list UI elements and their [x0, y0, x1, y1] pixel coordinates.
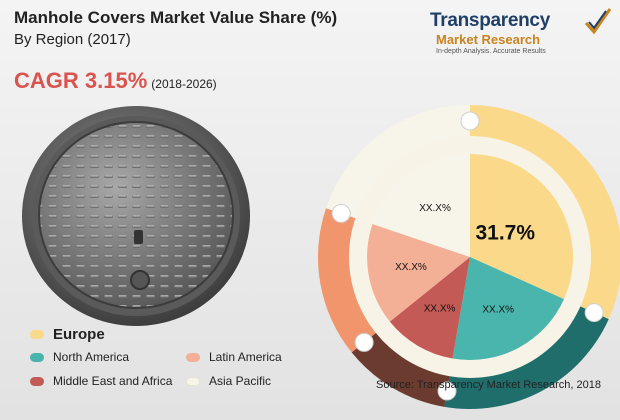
cagr-value: CAGR 3.15%: [14, 68, 148, 93]
ring-knob: [460, 111, 480, 131]
legend-label: Middle East and Africa: [53, 374, 173, 388]
cagr-period: (2018-2026): [151, 77, 217, 91]
data-label-middle-east-and-africa: XX.X%: [424, 303, 456, 314]
data-label-north-america: XX.X%: [482, 305, 514, 316]
legend-item-middle-east-africa: Middle East and Africa: [30, 374, 172, 388]
legend-item-europe: Europe: [30, 326, 105, 343]
legend-swatch: [30, 330, 44, 339]
legend-label: Asia Pacific: [209, 374, 272, 388]
brand-logo: Transparency Market Research In-depth An…: [430, 8, 612, 60]
ring-knob: [584, 303, 604, 323]
legend-item-north-america: North America: [30, 350, 129, 364]
legend-label: Latin America: [209, 350, 282, 364]
legend-label: Europe: [53, 326, 105, 343]
pie-chart: 31.7% XX.X% XX.X% XX.X% XX.X%: [318, 105, 620, 409]
chart-title: Manhole Covers Market Value Share (%): [14, 8, 338, 27]
ring-knob: [331, 203, 351, 223]
ring-knob: [354, 332, 374, 352]
brand-name-line1: Transparency: [430, 10, 550, 31]
chart-subtitle: By Region (2017): [14, 31, 131, 48]
source-note: Source: Transparency Market Research, 20…: [376, 379, 602, 391]
legend-label: North America: [53, 350, 130, 364]
legend: Europe North America Latin America Middl…: [30, 326, 330, 396]
data-label-asia-pacific: XX.X%: [419, 203, 451, 214]
pie-slice-latin-america: [367, 223, 470, 322]
legend-swatch: [186, 376, 200, 386]
data-label-latin-america: XX.X%: [395, 262, 427, 273]
data-label-europe: 31.7%: [475, 222, 535, 245]
legend-item-latin-america: Latin America: [186, 350, 282, 364]
manhole-cover-image: [22, 106, 250, 326]
pie-slice-middle-east-and-africa: [389, 257, 470, 359]
legend-item-asia-pacific: Asia Pacific: [186, 374, 271, 388]
pie-slice-north-america: [452, 257, 565, 360]
brand-tagline: In-depth Analysis. Accurate Results: [436, 48, 546, 55]
brand-name-line2: Market Research: [436, 32, 541, 47]
cagr-callout: CAGR 3.15% (2018-2026): [14, 68, 217, 94]
ring-knob: [437, 381, 457, 401]
legend-swatch: [186, 352, 200, 362]
pie-slice-europe: [470, 154, 573, 300]
brand-checkmark-icon: [584, 8, 612, 35]
legend-swatch: [30, 376, 44, 386]
legend-swatch: [30, 352, 44, 362]
pie-slice-asia-pacific: [372, 154, 470, 257]
